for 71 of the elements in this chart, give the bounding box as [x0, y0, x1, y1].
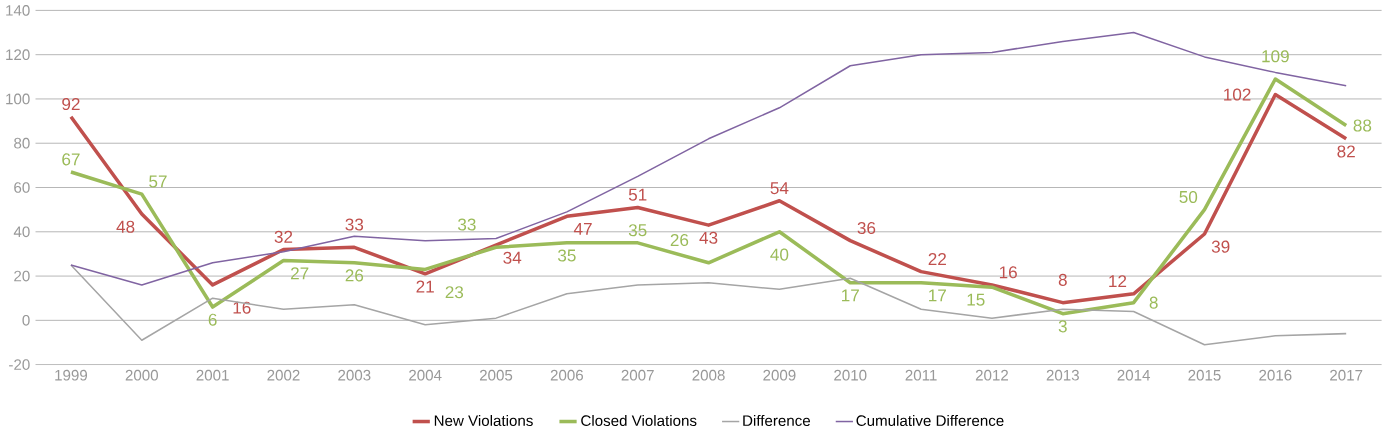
- y-tick-label: 60: [14, 182, 30, 193]
- x-tick-label: 2014: [1117, 369, 1151, 381]
- y-tick-label: 0: [22, 314, 30, 326]
- data-label: 22: [928, 252, 946, 265]
- x-tick-label: 2007: [621, 369, 654, 381]
- data-label: 16: [999, 266, 1017, 279]
- y-tick-label: 120: [6, 49, 30, 60]
- data-label: 43: [699, 231, 718, 244]
- x-tick-label: 2006: [550, 369, 584, 381]
- x-tick-label: 2016: [1259, 369, 1292, 381]
- data-label: 35: [628, 224, 647, 237]
- x-tick-label: 2005: [479, 369, 513, 381]
- legend-label: Cumulative Difference: [856, 414, 1004, 426]
- data-label: 23: [445, 286, 464, 299]
- x-tick-label: 2003: [338, 369, 371, 381]
- x-tick-label: 2010: [834, 369, 867, 381]
- data-label: 102: [1224, 88, 1251, 101]
- data-label: 21: [416, 280, 434, 293]
- x-tick-label: 2008: [692, 369, 725, 381]
- data-label: 47: [573, 222, 592, 235]
- x-tick-label: 2011: [905, 369, 937, 381]
- line-series: [70, 264, 1347, 346]
- legend-label: Closed Violations: [581, 414, 697, 426]
- x-tick-label: 2015: [1188, 369, 1221, 381]
- data-label: 33: [345, 218, 364, 231]
- y-tick-label: 100: [6, 93, 30, 105]
- legend-label: Difference: [743, 414, 811, 426]
- data-label: 109: [1262, 50, 1289, 63]
- y-tick-label: -20: [9, 359, 30, 370]
- data-label: 27: [291, 267, 309, 280]
- data-label: 35: [557, 249, 576, 262]
- data-label: 6: [208, 313, 217, 326]
- y-tick-label: 140: [6, 4, 30, 16]
- x-tick-label: 2017: [1330, 369, 1363, 381]
- data-label: 50: [1179, 190, 1198, 203]
- data-label: 34: [503, 251, 522, 264]
- x-tick-label: 2001: [196, 369, 229, 381]
- x-tick-label: 2000: [125, 369, 159, 381]
- data-label: 51: [628, 188, 647, 201]
- data-label: 39: [1211, 240, 1230, 253]
- data-label: 26: [670, 233, 689, 247]
- data-label: 15: [967, 293, 985, 306]
- data-label: 3: [1058, 320, 1067, 333]
- y-tick-label: 20: [14, 270, 30, 282]
- data-label: 16: [233, 301, 251, 314]
- data-label: 12: [1109, 275, 1127, 288]
- data-label: 48: [116, 220, 135, 233]
- y-tick-label: 40: [13, 226, 30, 238]
- data-label: 67: [62, 153, 80, 166]
- x-tick-label: 2009: [763, 369, 796, 381]
- data-label: 8: [1058, 273, 1067, 286]
- data-label: 17: [842, 289, 859, 302]
- data-label: 40: [770, 248, 789, 261]
- data-label: 36: [857, 221, 876, 234]
- data-label: 33: [457, 218, 476, 231]
- legend-label: New Violations: [434, 414, 533, 426]
- data-label: 54: [770, 182, 789, 195]
- data-label: 92: [62, 97, 80, 111]
- data-label: 82: [1337, 145, 1355, 158]
- x-tick-label: 2012: [975, 369, 1009, 381]
- data-label: 32: [274, 230, 293, 243]
- x-tick-label: 2002: [267, 369, 300, 381]
- data-label: 26: [345, 269, 364, 282]
- data-label: 88: [1353, 119, 1372, 132]
- x-tick-label: 2004: [409, 369, 442, 381]
- x-tick-label: 2013: [1046, 369, 1079, 381]
- x-tick-label: 1999: [55, 369, 88, 381]
- data-label: 57: [149, 175, 167, 188]
- data-label: 8: [1149, 296, 1158, 309]
- data-label: 17: [929, 289, 946, 302]
- y-tick-label: 80: [14, 137, 30, 149]
